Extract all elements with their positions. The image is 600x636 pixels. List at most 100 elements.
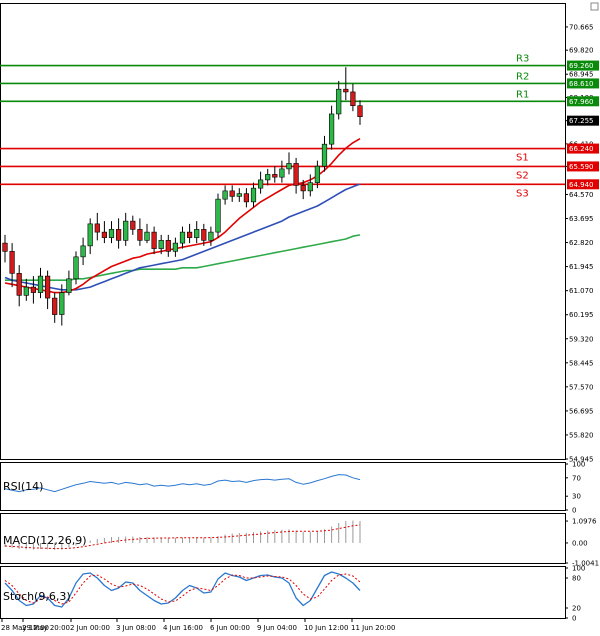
rsi-panel: 100 70 30 0 RSI(14): [0, 461, 585, 515]
price-tick-label: 56.695: [569, 407, 594, 415]
stoch-k-line: [4, 571, 361, 608]
candle-bullish: [286, 163, 292, 170]
price-tick-label: 64.570: [569, 191, 594, 199]
candle-bearish: [94, 223, 100, 233]
candle-bullish: [179, 231, 186, 244]
rsi-tick-label: 30: [572, 493, 581, 501]
candle-bullish: [172, 242, 179, 252]
level-badge-text: 65.590: [569, 163, 594, 171]
rsi-tick-label: 70: [572, 474, 581, 482]
x-tick-label: 29 May 20:00: [22, 624, 70, 632]
price-panel: 70.66569.82068.94568.10067.25566.41065.5…: [0, 3, 599, 464]
candle-bullish: [321, 143, 328, 167]
candle-bearish: [137, 229, 143, 241]
level-badge-text: 67.960: [569, 98, 594, 106]
candle-bearish: [101, 231, 107, 238]
candle-bullish: [250, 187, 257, 203]
candle-bullish: [158, 240, 164, 249]
level-badge-r3: [567, 60, 599, 71]
price-tick-label: 55.820: [569, 431, 594, 439]
candle-bearish: [293, 163, 299, 186]
x-tick-label: 3 Jun 08:00: [116, 624, 156, 632]
price-tick-label: 63.695: [569, 215, 594, 223]
ma-blue-line: [4, 183, 361, 291]
level-badge-s3: [567, 179, 599, 190]
candle-bullish: [328, 113, 335, 145]
x-tick-label: 10 Jun 12:00: [304, 624, 348, 632]
candle-bullish: [236, 193, 242, 197]
candle-bullish: [66, 278, 72, 293]
candle-bullish: [87, 223, 93, 247]
candle-bearish: [357, 105, 363, 117]
candle-bearish: [201, 229, 207, 241]
price-tick-label: 61.070: [569, 287, 594, 295]
rsi-tick-label: 100: [572, 461, 585, 469]
stoch-panel-frame: [0, 566, 566, 619]
price-panel-frame: [0, 3, 566, 460]
level-badge-r1: [567, 96, 599, 107]
rsi-label: RSI(14): [3, 480, 43, 493]
price-tick-label: 60.195: [569, 311, 594, 319]
rsi-panel-frame: [0, 462, 566, 511]
level-label-s1: S1: [516, 153, 529, 164]
candle-bearish: [9, 251, 15, 274]
candle-bullish: [265, 174, 271, 181]
candle-bearish: [16, 273, 22, 296]
x-tick-label: 28 May 12:00: [1, 624, 49, 632]
candle-bearish: [30, 286, 37, 293]
candle-bullish: [123, 220, 129, 241]
chart-shift-icon[interactable]: [590, 2, 599, 11]
macd-signal-line: [4, 524, 361, 550]
candle-bullish: [73, 256, 79, 280]
stoch-tick-label: 80: [572, 575, 581, 583]
x-tick-label: 4 Jun 16:00: [163, 624, 203, 632]
level-label-s2: S2: [516, 170, 529, 181]
level-badge-s2: [567, 161, 599, 172]
candle-bearish: [52, 297, 58, 315]
candle-bearish: [165, 240, 171, 252]
x-tick-label: 2 Jun 00:00: [70, 624, 110, 632]
price-tick-label: 58.445: [569, 359, 594, 367]
candle-bearish: [44, 275, 51, 299]
current-price-text: 67.255: [569, 117, 594, 125]
candle-bullish: [222, 190, 228, 200]
candle-bearish: [272, 174, 278, 178]
candle-bullish: [194, 229, 200, 238]
macd-tick-label: 0.00: [572, 539, 588, 547]
candle-bullish: [257, 179, 264, 189]
candle-bullish: [279, 168, 285, 178]
rsi-line: [4, 474, 361, 493]
candle-bullish: [23, 286, 29, 296]
candle-bearish: [151, 231, 157, 249]
level-label-r1: R1: [516, 89, 529, 100]
candle-bearish: [350, 91, 356, 106]
rsi-tick-label: 0: [572, 507, 576, 515]
price-tick-label: 61.945: [569, 263, 594, 271]
candle-bullish: [314, 165, 321, 183]
ma-green-line: [5, 234, 361, 282]
price-tick-label: 59.320: [569, 335, 594, 343]
candle-bullish: [144, 231, 150, 241]
level-badge-r2: [567, 78, 599, 89]
macd-label: MACD(12,26,9): [3, 534, 87, 547]
candle-bullish: [208, 231, 214, 241]
level-label-s3: S3: [516, 188, 529, 199]
level-label-r3: R3: [516, 54, 529, 65]
current-price-badge: [567, 115, 599, 126]
candle-bullish: [37, 275, 44, 293]
candle-bearish: [130, 220, 136, 230]
candle-bearish: [2, 242, 8, 252]
stoch-label: Stoch(9,6,3): [3, 590, 71, 603]
price-tick-label: 70.665: [569, 23, 594, 31]
macd-panel: 1.0976 0.00 -1.0041 MACD(12,26,9): [0, 513, 599, 568]
level-badge-text: 68.610: [569, 80, 594, 88]
macd-tick-label: -1.0041: [572, 560, 599, 568]
level-badge-text: 64.940: [569, 181, 594, 189]
level-badge-text: 69.260: [569, 62, 594, 70]
stoch-tick-label: 0: [572, 615, 576, 623]
candle-bearish: [116, 229, 122, 241]
x-tick-label: 11 Jun 20:00: [351, 624, 395, 632]
stoch-tick-label: 100: [572, 565, 585, 573]
